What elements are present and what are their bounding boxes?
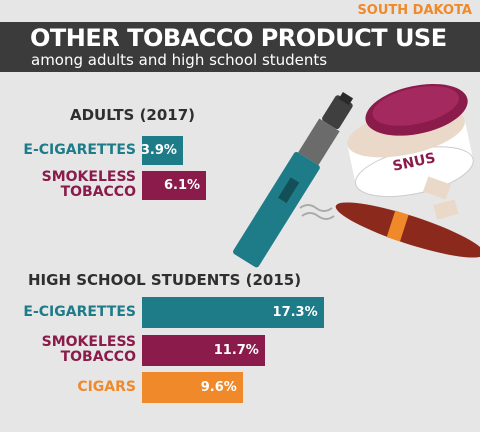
value-label: 11.7% bbox=[213, 342, 259, 358]
value-label: 3.9% bbox=[140, 143, 177, 158]
illustration: SNUS bbox=[233, 83, 480, 268]
chart-title: HIGH SCHOOL STUDENTS (2015) bbox=[28, 271, 302, 289]
chart-title: ADULTS (2017) bbox=[70, 106, 196, 124]
snus-tin: SNUS bbox=[347, 83, 474, 198]
cigar bbox=[335, 202, 480, 258]
value-label: 9.6% bbox=[200, 380, 237, 395]
value-label: 6.1% bbox=[163, 177, 201, 193]
state-label: SOUTH DAKOTA bbox=[357, 3, 472, 18]
category-label: E-CIGARETTES bbox=[23, 142, 136, 158]
category-label: E-CIGARETTES bbox=[23, 304, 136, 320]
e-cigarette bbox=[233, 92, 354, 268]
bar: 9.6% bbox=[142, 372, 243, 403]
value-label: 17.3% bbox=[272, 305, 318, 320]
header-band bbox=[0, 22, 480, 72]
category-label: CIGARS bbox=[77, 379, 136, 395]
category-label: SMOKELESS TOBACCO bbox=[41, 334, 136, 365]
bar: 6.1% bbox=[142, 170, 207, 200]
bar: 3.9% bbox=[140, 136, 183, 165]
subtitle: among adults and high school students bbox=[31, 51, 328, 69]
category-label: SMOKELESS TOBACCO bbox=[41, 169, 136, 200]
bar: 11.7% bbox=[142, 334, 265, 366]
bar: 17.3% bbox=[142, 297, 324, 328]
title: OTHER TOBACCO PRODUCT USE bbox=[30, 24, 447, 52]
